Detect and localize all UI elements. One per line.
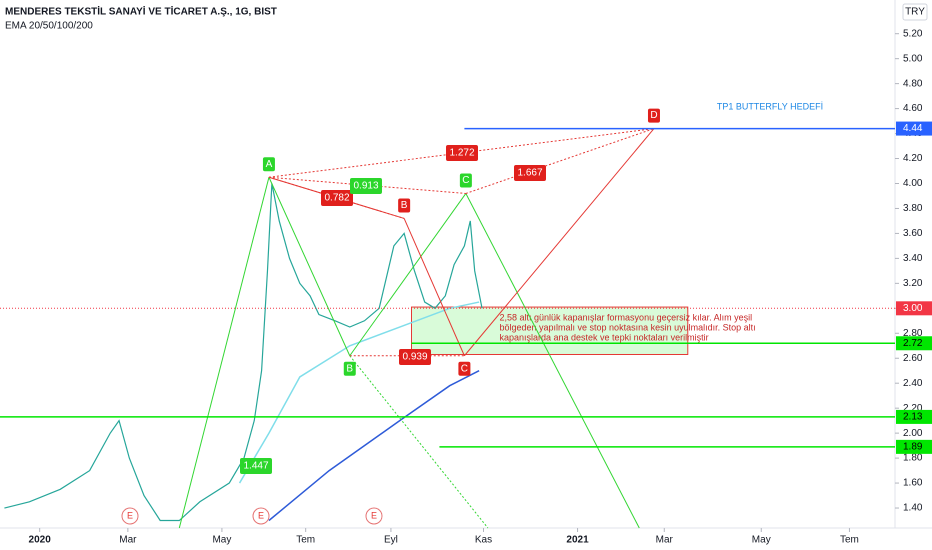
currency-box[interactable] bbox=[902, 3, 928, 21]
y-tick-label: 4.00 bbox=[903, 178, 923, 189]
buy-zone bbox=[410, 306, 689, 355]
ratio-box bbox=[514, 165, 546, 181]
pattern-label: B bbox=[401, 200, 408, 211]
pattern-point bbox=[343, 361, 356, 376]
level-label: 4.44 bbox=[903, 123, 923, 134]
ratio-box bbox=[350, 178, 382, 194]
y-tick-label: 1.60 bbox=[903, 478, 923, 489]
pattern-label: C bbox=[461, 363, 468, 374]
note: 2,58 altı günlük kapanışlar formasyonu g… bbox=[499, 312, 752, 322]
pattern-line bbox=[403, 218, 465, 356]
x-tick-label: Mar bbox=[119, 535, 137, 546]
target-label: TP1 BUTTERFLY HEDEFİ bbox=[717, 101, 823, 111]
series-line bbox=[238, 301, 480, 484]
y-tick-label: 4.80 bbox=[903, 78, 923, 89]
level-tag bbox=[896, 439, 932, 454]
y-tick-label: 2.00 bbox=[903, 428, 923, 439]
y-tick-label: 3.80 bbox=[903, 203, 923, 214]
pattern-line bbox=[268, 128, 655, 178]
y-tick-label: 4.20 bbox=[903, 153, 923, 164]
ratio-label: 1.272 bbox=[449, 148, 474, 159]
event-label: E bbox=[258, 510, 264, 520]
pattern-line bbox=[464, 128, 655, 357]
x-tick-label: Kas bbox=[475, 535, 492, 546]
level-tag bbox=[896, 336, 932, 351]
ratio-label: 1.667 bbox=[517, 168, 542, 179]
x-tick-label: 2021 bbox=[566, 535, 589, 546]
pattern-point bbox=[647, 108, 660, 123]
level-tag bbox=[896, 121, 932, 136]
indicator-label: EMA 20/50/100/200 bbox=[5, 21, 93, 32]
chart-title: MENDERES TEKSTİL SANAYİ VE TİCARET A.Ş.,… bbox=[5, 5, 277, 18]
pattern-line bbox=[178, 177, 270, 529]
pattern-line bbox=[268, 176, 405, 219]
pattern-line bbox=[465, 128, 655, 194]
level-label: 1.89 bbox=[903, 442, 923, 453]
level-tag bbox=[896, 409, 932, 424]
x-tick-label: May bbox=[212, 535, 231, 546]
event-marker bbox=[121, 507, 139, 525]
pattern-line bbox=[465, 193, 640, 529]
y-tick-label: 2.60 bbox=[903, 353, 923, 364]
y-tick-label: 3.40 bbox=[903, 253, 923, 264]
ratio-label: 0.782 bbox=[324, 193, 349, 204]
level-label: 2.13 bbox=[903, 412, 923, 423]
event-marker bbox=[365, 507, 383, 525]
x-tick-label: Mar bbox=[656, 535, 674, 546]
pattern-point bbox=[459, 173, 472, 188]
pattern-point bbox=[262, 157, 275, 172]
y-tick-label: 5.00 bbox=[903, 53, 923, 64]
event-marker bbox=[252, 507, 270, 525]
y-tick-label: 2.20 bbox=[903, 403, 923, 414]
x-tick-label: Tem bbox=[296, 535, 315, 546]
ratio-label: 0.913 bbox=[353, 181, 378, 192]
pattern-line bbox=[349, 355, 489, 529]
pattern-point bbox=[398, 198, 411, 213]
ratio-box bbox=[321, 190, 353, 206]
pattern-line bbox=[268, 177, 351, 356]
y-tick-label: 3.60 bbox=[903, 228, 923, 239]
level-label: 3.00 bbox=[903, 303, 923, 314]
pattern-point bbox=[458, 361, 471, 376]
ratio-box bbox=[240, 458, 272, 474]
ratio-box bbox=[446, 145, 478, 161]
note: kapanışlarda ana destek ve tepki noktala… bbox=[499, 332, 708, 342]
y-tick-label: 5.20 bbox=[903, 28, 923, 39]
pattern-label: A bbox=[266, 159, 273, 170]
x-tick-label: Tem bbox=[840, 535, 859, 546]
level-label: 2.72 bbox=[903, 338, 923, 349]
event-label: E bbox=[371, 510, 377, 520]
pattern-label: B bbox=[346, 363, 353, 374]
y-tick-label: 2.80 bbox=[903, 328, 923, 339]
y-tick-label: 4.60 bbox=[903, 103, 923, 114]
ratio-label: 0.939 bbox=[402, 352, 427, 363]
pattern-line bbox=[349, 193, 467, 357]
level-tag bbox=[896, 301, 932, 316]
y-tick-label: 1.80 bbox=[903, 453, 923, 464]
x-tick-label: Eyl bbox=[384, 535, 398, 546]
y-tick-label: 1.40 bbox=[903, 503, 923, 514]
ratio-label: 1.447 bbox=[243, 461, 268, 472]
ratio-box bbox=[399, 349, 431, 365]
note: bölgeden yapılmalı ve stop noktasına kes… bbox=[499, 322, 755, 332]
pattern-label: D bbox=[650, 110, 657, 121]
x-tick-label: 2020 bbox=[29, 535, 52, 546]
currency: TRY bbox=[905, 7, 925, 18]
series-line bbox=[268, 370, 480, 522]
y-tick-label: 3.20 bbox=[903, 278, 923, 289]
pattern-line bbox=[268, 176, 466, 194]
event-label: E bbox=[127, 510, 133, 520]
y-tick-label: 2.40 bbox=[903, 378, 923, 389]
pattern-label: C bbox=[462, 175, 469, 186]
x-tick-label: May bbox=[752, 535, 771, 546]
